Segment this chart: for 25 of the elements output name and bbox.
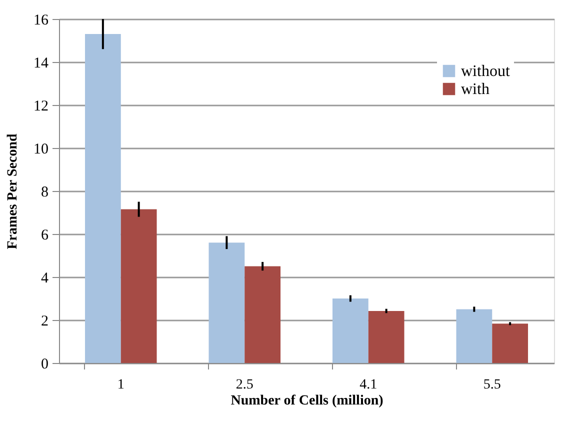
y-tick-label: 6 [41,228,49,244]
y-axis-title: Frames Per Second [6,133,20,250]
y-tick-label: 16 [34,12,49,28]
bar [208,242,245,363]
bar [332,298,368,363]
bar [456,309,492,363]
bar [84,34,121,363]
bar [244,266,281,363]
y-tick-label: 4 [41,270,49,286]
x-tick-label: 5.5 [483,378,501,392]
bar [368,310,404,363]
x-tick-label: 2.5 [236,378,254,392]
y-tick-label: 10 [34,142,48,158]
x-tick-label: 4.1 [360,378,378,392]
bar [120,209,157,363]
legend-label: without [461,63,510,80]
x-tick-label: 1 [117,378,124,392]
y-tick-label: 8 [41,184,48,200]
legend-label: with [461,81,490,98]
y-tick-label: 2 [41,314,48,330]
bar [492,324,528,363]
x-axis-title: Number of Cells (million) [230,394,384,408]
y-tick-label: 0 [41,356,48,372]
y-tick-label: 12 [34,98,48,114]
y-tick-label: 14 [34,56,49,72]
